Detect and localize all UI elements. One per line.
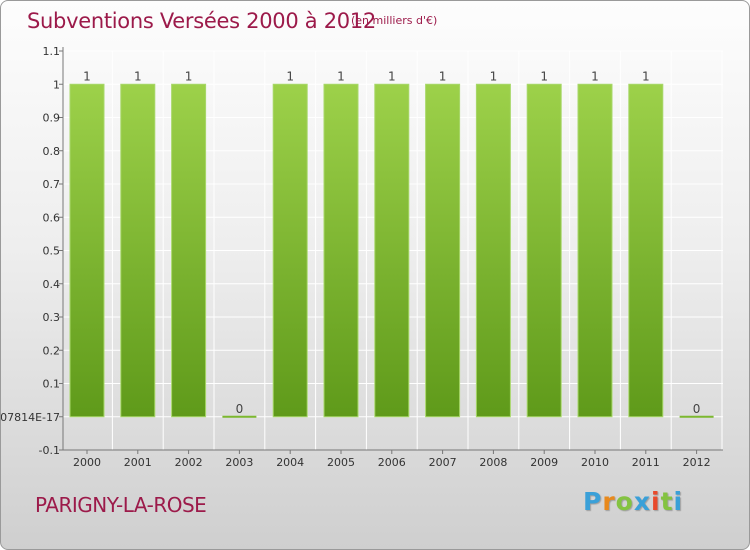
bar-2003[interactable] — [222, 415, 257, 418]
y-tick-label: 0.1 — [43, 378, 61, 391]
data-label-2006: 1 — [388, 69, 396, 83]
bar-2011[interactable] — [628, 83, 664, 418]
axes: 1.1 1 0.9 0.8 0.7 0.6 0.5 0.4 0.3 0.2 0.1 1.3877787… — [1, 45, 723, 469]
x-tick-label: 2010 — [581, 456, 609, 469]
y-tick-label: 0.5 — [43, 245, 61, 258]
data-label-2008: 1 — [490, 69, 498, 83]
logo-letter: i — [651, 487, 661, 516]
x-tick-label: 2007 — [429, 456, 457, 469]
y-tick-label: 1.1 — [43, 45, 61, 58]
y-tick-label: 0.7 — [43, 178, 61, 191]
chart-subtitle: (en milliers d'€) — [351, 14, 438, 27]
data-label-2003: 0 — [236, 402, 244, 416]
y-tick-label: 0.4 — [43, 278, 61, 291]
x-tick-label: 2008 — [479, 456, 507, 469]
bar-2010[interactable] — [577, 83, 613, 418]
bar-2008[interactable] — [475, 83, 511, 418]
bar-2007[interactable] — [425, 83, 461, 418]
y-tick-label: 0.9 — [43, 112, 61, 125]
bar-2005[interactable] — [323, 83, 359, 418]
data-label-2009: 1 — [540, 69, 548, 83]
logo-letter: t — [660, 487, 674, 516]
y-tick-label: 0.3 — [43, 311, 61, 324]
data-label-2010: 1 — [591, 69, 599, 83]
y-tick-label: 0.6 — [43, 211, 61, 224]
y-tick-label: 1.3877787807814E-17 — [1, 411, 60, 424]
bar-2012[interactable] — [679, 415, 714, 418]
y-tick-label: 0.8 — [43, 145, 61, 158]
data-label-2002: 1 — [185, 69, 193, 83]
chart-title: Subventions Versées 2000 à 2012 — [27, 9, 376, 33]
x-tick-label: 2011 — [632, 456, 660, 469]
bar-2001[interactable] — [120, 83, 156, 418]
data-labels: 1 1 1 0 1 1 1 1 1 1 1 1 0 — [83, 69, 700, 416]
x-tick-label: 2003 — [225, 456, 253, 469]
x-tick-label: 2005 — [327, 456, 355, 469]
x-tick-label: 2012 — [683, 456, 711, 469]
bar-2000[interactable] — [69, 83, 105, 418]
data-label-2007: 1 — [439, 69, 447, 83]
bar-2002[interactable] — [171, 83, 207, 418]
x-tick-label: 2000 — [73, 456, 101, 469]
logo-letter: r — [602, 487, 616, 516]
x-tick-label: 2009 — [530, 456, 558, 469]
proxiti-logo[interactable]: Proxiti — [583, 487, 683, 516]
bar-2009[interactable] — [526, 83, 562, 418]
y-tick-label: 0.2 — [43, 344, 61, 357]
y-tick-label: 1 — [53, 78, 60, 91]
logo-letter: o — [615, 487, 634, 516]
bar-2006[interactable] — [374, 83, 410, 418]
x-tick-label: 2001 — [124, 456, 152, 469]
data-label-2000: 1 — [83, 69, 91, 83]
x-tick-label: 2006 — [378, 456, 406, 469]
bar-2004[interactable] — [272, 83, 308, 418]
bars — [69, 83, 714, 418]
x-tick-label: 2004 — [276, 456, 304, 469]
data-label-2012: 0 — [693, 402, 701, 416]
town-name: PARIGNY-LA-ROSE — [35, 493, 207, 517]
data-label-2005: 1 — [337, 69, 345, 83]
logo-letter: i — [673, 487, 684, 516]
x-tick-label: 2002 — [175, 456, 203, 469]
data-label-2011: 1 — [642, 69, 650, 83]
logo-letter: P — [583, 487, 603, 516]
data-label-2004: 1 — [286, 69, 294, 83]
data-label-2001: 1 — [134, 69, 142, 83]
logo-letter: x — [633, 487, 651, 516]
y-tick-label: -0.1 — [39, 444, 60, 457]
